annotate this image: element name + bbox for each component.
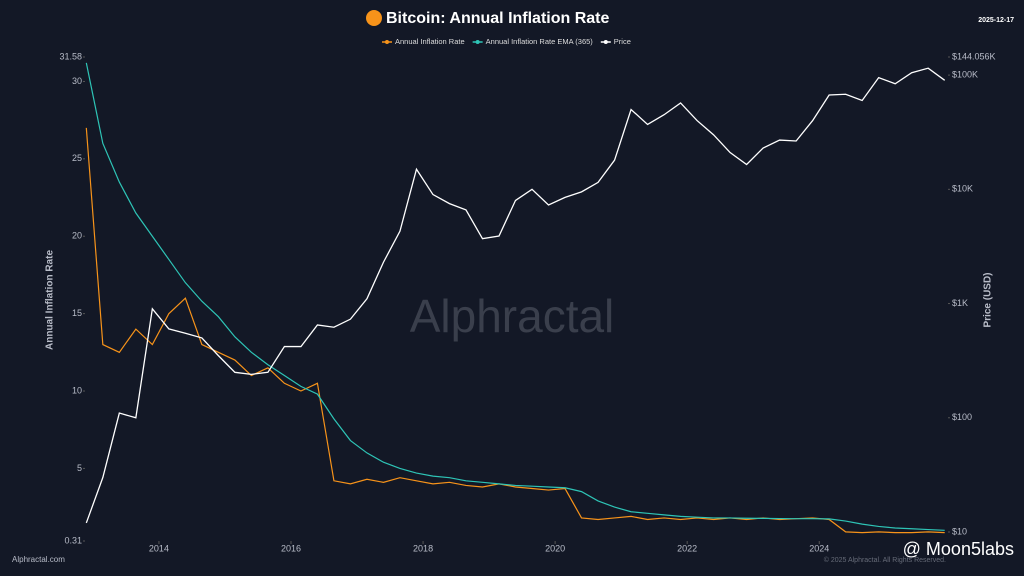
title-icon (366, 10, 382, 26)
y-tick-label: 0.31 (64, 535, 82, 545)
legend-dot (475, 40, 480, 44)
y-tick-label: 31.58 (59, 51, 82, 61)
x-tick-label: 2022 (677, 543, 697, 553)
y2-tick-label: $100 (952, 412, 972, 422)
legend-dot (385, 40, 389, 44)
x-tick-label: 2016 (281, 543, 301, 553)
chart-title: Bitcoin: Annual Inflation Rate (386, 10, 610, 27)
y-tick-label: 15 (72, 308, 82, 318)
y-tick-label: 30 (72, 76, 82, 86)
y-tick-label: 5 (77, 463, 82, 473)
series-line (85, 67, 946, 524)
overlay: @ Moon5labs (903, 539, 1014, 559)
x-tick-label: 2020 (545, 543, 565, 553)
legend-dot (603, 40, 608, 44)
y-axis-title: Annual Inflation Rate (45, 250, 56, 350)
y-tick-label: 25 (72, 153, 82, 163)
x-tick-label: 2014 (149, 543, 169, 553)
watermark: Alphractal (410, 290, 615, 342)
date: 2025-12-17 (978, 17, 1014, 24)
y2-axis-title: Price (USD) (983, 272, 994, 327)
x-tick-label: 2018 (413, 543, 433, 553)
legend: Annual Inflation Rate Annual Inflation Ra… (382, 37, 631, 46)
y-tick-label: 20 (72, 231, 82, 241)
y2-tick-label: $10K (952, 184, 973, 194)
legend-label: Annual Inflation Rate EMA (365) (486, 37, 594, 46)
y2-tick-label: $10 (952, 526, 967, 536)
y2-tick-label: $144.056K (952, 51, 996, 61)
legend-label: Annual Inflation Rate (395, 37, 465, 46)
copyright: © 2025 Alphractal. All Rights Reserved. (824, 556, 946, 564)
series-line (85, 62, 945, 531)
source: Alphractal.com (12, 555, 65, 564)
y2-tick-label: $1K (952, 298, 968, 308)
y2-tick-label: $100K (952, 69, 978, 79)
y-tick-label: 10 (72, 385, 82, 395)
legend-label: Price (614, 37, 631, 46)
x-tick-label: 2024 (809, 543, 829, 553)
